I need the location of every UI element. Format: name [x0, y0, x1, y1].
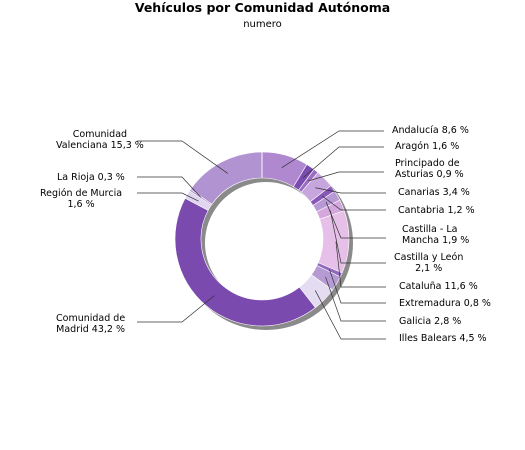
slice-label-13: La Rioja 0,3 %	[57, 172, 125, 183]
chart-subtitle: numero	[243, 19, 282, 30]
leader-line-6	[329, 210, 386, 264]
slice-label-14: Comunidad Valenciana 15,3 %	[56, 129, 144, 151]
slice-label-4: Cantabria 1,2 %	[398, 205, 475, 216]
slice-label-11: Comunidad de Madrid 43,2 %	[56, 313, 126, 335]
slice-label-7: Cataluña 11,6 %	[399, 281, 478, 292]
donut-slice-11[interactable]	[174, 197, 316, 327]
slice-group	[174, 151, 350, 327]
leader-line-0	[281, 130, 384, 168]
leader-line-8	[329, 269, 386, 304]
leader-line-1	[303, 146, 384, 178]
slice-label-2: Principado de Asturias 0,9 %	[395, 158, 464, 180]
leader-line-3	[315, 187, 386, 194]
slice-label-3: Canarias 3,4 %	[398, 187, 470, 198]
leader-line-11	[137, 295, 215, 323]
chart-title: Vehículos por Comunidad Autónoma	[134, 0, 391, 15]
leader-line-7	[335, 241, 386, 288]
leader-line-4	[322, 195, 386, 211]
leader-line-9	[325, 276, 386, 322]
leader-line-10	[314, 290, 386, 340]
leader-line-13	[137, 176, 202, 198]
slice-label-9: Galicia 2,8 %	[399, 316, 462, 327]
slice-label-0: Andalucía 8,6 %	[392, 125, 469, 136]
leader-line-12	[137, 192, 199, 202]
slice-label-8: Extremadura 0,8 %	[399, 298, 491, 309]
slice-label-1: Aragón 1,6 %	[395, 141, 460, 152]
leader-line-group	[137, 130, 386, 340]
slice-label-6: Castilla y León 2,1 %	[394, 252, 464, 274]
slice-label-5: Castilla - La Mancha 1,9 %	[402, 224, 470, 246]
leader-line-14	[137, 140, 228, 174]
slice-label-10: Illes Balears 4,5 %	[399, 333, 487, 344]
leader-line-2	[307, 171, 384, 182]
slice-label-12: Región de Murcia 1,6 %	[40, 188, 123, 210]
